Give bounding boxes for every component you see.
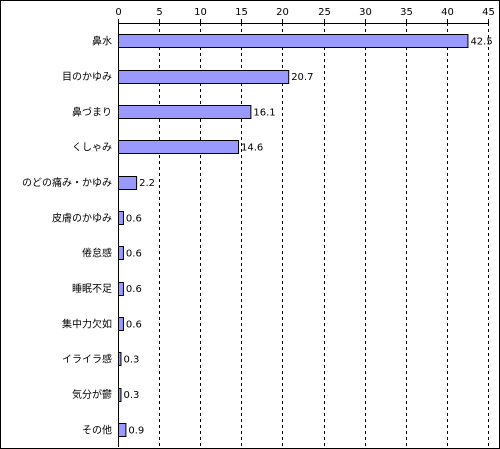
value-label-4: 14.6 bbox=[241, 143, 263, 154]
bar-7 bbox=[118, 246, 124, 260]
category-label-8: 睡眠不足 bbox=[72, 282, 112, 295]
category-label-6: 皮膚のかゆみ bbox=[52, 211, 112, 224]
tick-label-35: 35 bbox=[400, 7, 413, 18]
tick-label-10: 10 bbox=[194, 7, 207, 18]
category-label-7: 倦怠感 bbox=[82, 247, 112, 260]
category-label-9: 集中力欠如 bbox=[62, 317, 112, 330]
value-labels: 42.5 20.7 16.1 14.6 2.2 0.6 0.6 0.6 0.6 0.3 0.3 0.9 bbox=[123, 37, 492, 437]
bar-2 bbox=[118, 70, 290, 84]
bar-6 bbox=[118, 211, 124, 225]
category-label-1: 鼻水 bbox=[92, 35, 112, 48]
bar-4 bbox=[118, 140, 240, 154]
bar-3 bbox=[118, 105, 252, 119]
value-label-3: 16.1 bbox=[253, 107, 275, 118]
value-label-8: 0.6 bbox=[126, 284, 142, 295]
value-label-10: 0.3 bbox=[123, 355, 139, 366]
axes bbox=[118, 23, 489, 447]
category-labels: 鼻水目のかゆみ鼻づまりくしゃみのどの痛み・かゆみ皮膚のかゆみ倦怠感睡眠不足集中力… bbox=[22, 35, 112, 437]
bar-5 bbox=[118, 176, 138, 190]
value-label-12: 0.9 bbox=[128, 425, 144, 436]
tick-label-5: 5 bbox=[156, 7, 162, 18]
value-label-6: 0.6 bbox=[126, 213, 142, 224]
bar-12 bbox=[118, 423, 127, 437]
bar-8 bbox=[118, 282, 124, 296]
category-label-10: イライラ感 bbox=[62, 353, 112, 366]
value-label-2: 20.7 bbox=[291, 72, 313, 83]
bar-9 bbox=[118, 317, 124, 331]
value-label-1: 42.5 bbox=[470, 37, 492, 48]
tick-label-40: 40 bbox=[441, 7, 454, 18]
bars bbox=[118, 34, 469, 437]
category-label-3: 鼻づまり bbox=[72, 105, 112, 118]
value-label-11: 0.3 bbox=[123, 390, 139, 401]
x-axis-ticks: 0 5 10 15 20 25 30 35 40 45 bbox=[115, 7, 495, 23]
category-label-11: 気分が鬱 bbox=[72, 388, 112, 401]
value-label-7: 0.6 bbox=[126, 249, 142, 260]
bar-1 bbox=[118, 34, 469, 48]
tick-label-15: 15 bbox=[235, 7, 248, 18]
category-label-12: その他 bbox=[82, 423, 112, 436]
tick-label-30: 30 bbox=[359, 7, 372, 18]
category-label-4: くしゃみ bbox=[72, 142, 112, 154]
tick-label-20: 20 bbox=[276, 7, 289, 18]
tick-label-0: 0 bbox=[115, 7, 121, 18]
category-label-5: のどの痛み・かゆみ bbox=[22, 176, 112, 189]
value-label-9: 0.6 bbox=[126, 319, 142, 330]
tick-label-45: 45 bbox=[482, 7, 495, 18]
grid-lines bbox=[159, 23, 489, 447]
category-label-2: 目のかゆみ bbox=[62, 71, 112, 83]
tick-label-25: 25 bbox=[318, 7, 331, 18]
value-label-5: 2.2 bbox=[139, 178, 155, 189]
